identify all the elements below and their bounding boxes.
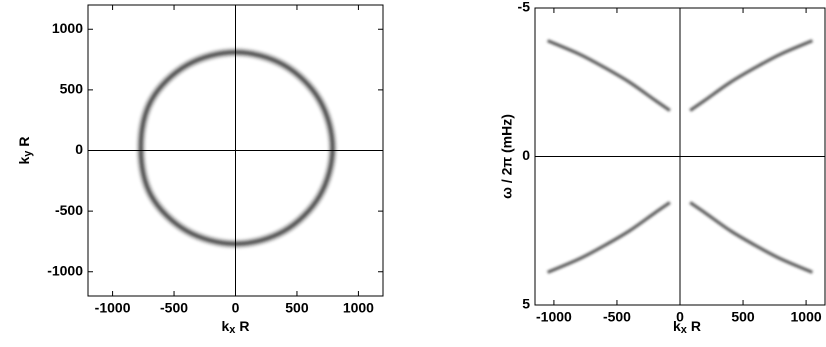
axis-label: ω / 2π (mHz) <box>499 114 515 199</box>
axis-label-main: k <box>221 318 229 334</box>
branch <box>546 39 671 112</box>
branch <box>546 201 671 274</box>
y-tick-label: -5 <box>518 0 531 15</box>
x-tick-label: -500 <box>603 309 631 325</box>
axis-label-sub: x <box>681 324 688 336</box>
y-tick-label: 500 <box>60 81 84 97</box>
x-tick-label: -1000 <box>95 300 131 316</box>
ring <box>138 50 335 246</box>
branch <box>689 39 814 112</box>
x-tick-label: 500 <box>285 300 309 316</box>
axis-label-rest: R <box>16 136 32 146</box>
axis-label-sub: x <box>229 324 236 336</box>
branch <box>689 201 814 274</box>
y-tick-label: 5 <box>522 296 530 312</box>
plot: -1000 -500 0 500 1000 -1000 -500 0 500 1000 <box>47 4 384 316</box>
axis-label-main: k <box>673 318 681 334</box>
y-tick-label: 0 <box>75 141 83 157</box>
x-tick-label: 500 <box>731 309 755 325</box>
axis-label-rest: R <box>239 318 249 334</box>
x-tick-label: -500 <box>160 300 188 316</box>
y-tick-label: 0 <box>522 147 530 163</box>
y-tick-label: -1000 <box>47 262 83 278</box>
plot: -1000 -500 0 500 1000 -5 0 5 <box>518 0 826 325</box>
axis-label-sub: y <box>22 150 34 157</box>
axis-label: kx R <box>221 318 249 337</box>
axis-label-rest: R <box>691 318 701 334</box>
y-tick-label: 1000 <box>52 20 83 36</box>
x-tick-label: 1000 <box>343 300 374 316</box>
y-tick-label: -500 <box>55 202 83 218</box>
axis-label: kx R <box>673 318 701 337</box>
axis-label: kyR <box>16 136 35 164</box>
x-tick-label: -1000 <box>536 309 572 325</box>
axis-label-main: k <box>16 157 32 165</box>
x-tick-label: 1000 <box>791 309 822 325</box>
x-tick-label: 0 <box>676 309 684 325</box>
x-tick-label: 0 <box>232 300 240 316</box>
